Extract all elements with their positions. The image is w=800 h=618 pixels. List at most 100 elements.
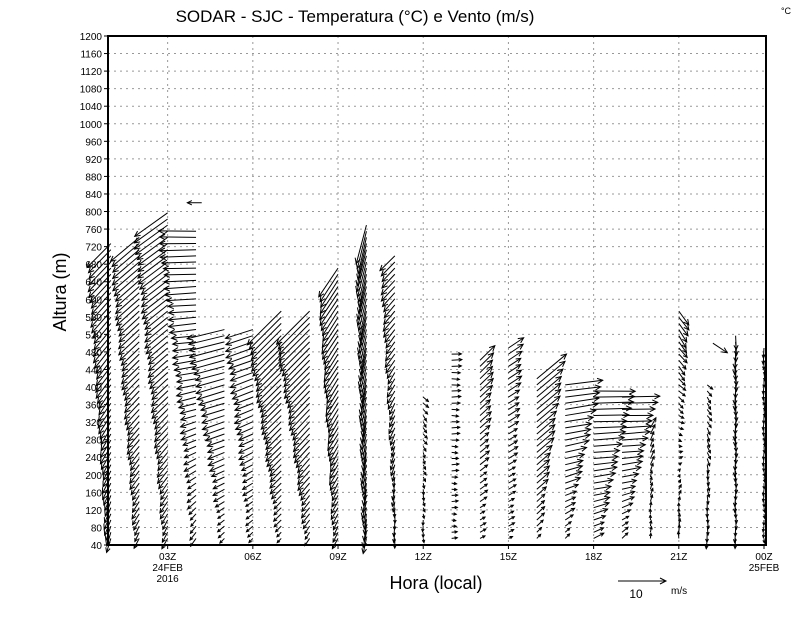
wind-vector	[355, 231, 367, 270]
wind-vector	[355, 261, 367, 299]
wind-vector	[332, 519, 339, 531]
wind-vector-shaft	[536, 500, 545, 509]
wind-vector-head	[87, 279, 95, 286]
wind-vector	[422, 433, 429, 439]
wind-vector	[122, 378, 140, 396]
x-tick-label: 21Z	[670, 552, 687, 563]
wind-vector-head	[733, 357, 739, 363]
wind-vector-shaft	[565, 416, 594, 423]
wind-vector-shaft	[383, 323, 396, 338]
wind-vector	[327, 415, 339, 433]
wind-vector-shaft	[118, 335, 140, 356]
wind-vector-shaft	[508, 440, 518, 447]
wind-vector-head	[543, 471, 551, 478]
wind-vector	[593, 388, 637, 395]
wind-vector-shaft	[192, 359, 225, 370]
wind-vector-head	[361, 459, 368, 467]
wind-vector-head	[487, 371, 494, 379]
wind-vector-head	[708, 393, 713, 398]
wind-vector-shaft	[387, 396, 396, 410]
wind-vector-shaft	[508, 522, 515, 527]
wind-vector-head	[146, 353, 154, 360]
wind-vector	[288, 396, 310, 420]
wind-vector	[508, 516, 516, 521]
wind-vector	[111, 249, 140, 273]
wind-vector-head	[706, 494, 711, 499]
wind-vector-shaft	[273, 513, 282, 522]
wind-vector-shaft	[593, 508, 608, 515]
wind-vector-shaft	[536, 376, 562, 398]
wind-vector-head	[161, 519, 166, 526]
wind-vector	[359, 427, 367, 451]
y-tick-label: 80	[91, 523, 103, 534]
wind-vector-shaft	[225, 335, 253, 346]
wind-vector-head	[133, 243, 141, 250]
wind-vector-head	[424, 411, 429, 415]
wind-vector	[678, 462, 683, 466]
wind-vector-shaft	[141, 280, 168, 301]
wind-vector-shaft	[593, 472, 616, 478]
wind-vector-head	[233, 399, 241, 406]
wind-vector	[649, 449, 655, 459]
wind-vector-head	[761, 498, 766, 503]
wind-vector-head	[325, 415, 332, 423]
wind-vector	[677, 495, 681, 502]
wind-vector-head	[193, 370, 201, 377]
wind-vector-shaft	[565, 440, 589, 447]
wind-vector-head	[277, 343, 285, 350]
wind-vector-head	[457, 394, 462, 399]
wind-vector-shaft	[621, 532, 629, 539]
wind-vector-shaft	[678, 366, 686, 376]
y-tick-label: 1120	[80, 67, 102, 78]
wind-vector-head	[639, 442, 647, 449]
wind-vector	[224, 347, 254, 359]
wind-vector	[422, 464, 427, 471]
wind-vector	[131, 513, 140, 526]
wind-vector-head	[683, 324, 690, 331]
wind-vector-shaft	[124, 409, 140, 426]
wind-vector-head	[165, 297, 173, 304]
wind-vector-shaft	[593, 456, 618, 460]
wind-vector-shaft	[230, 384, 254, 395]
wind-vector-head	[163, 278, 170, 285]
wind-vector-head	[510, 510, 515, 514]
wind-vector-head	[385, 342, 391, 349]
wind-vector-head	[144, 323, 152, 331]
wind-vector-head	[136, 272, 144, 279]
wind-vector-shaft	[508, 414, 520, 423]
wind-vector-shaft	[321, 329, 339, 354]
wind-vector	[260, 396, 282, 419]
wind-vector-head	[604, 490, 612, 497]
wind-vector-head	[515, 357, 522, 364]
wind-vector-head	[574, 476, 582, 483]
wind-vector	[296, 470, 311, 486]
wind-vector	[762, 483, 766, 491]
wind-vector-shaft	[326, 384, 339, 404]
wind-vector	[163, 278, 197, 285]
wind-vector	[380, 286, 396, 302]
wind-vector	[257, 384, 282, 409]
wind-vector-shaft	[593, 491, 611, 496]
wind-vector-shaft	[283, 366, 310, 393]
wind-vector	[100, 433, 112, 452]
wind-vector-shaft	[565, 453, 585, 460]
wind-vector-shaft	[593, 527, 604, 533]
wind-vector-head	[678, 489, 682, 494]
wind-vector-head	[150, 406, 158, 414]
wind-vector	[762, 464, 766, 473]
wind-vector	[188, 341, 225, 353]
wind-vector	[264, 427, 282, 445]
wind-vector	[508, 357, 522, 367]
wind-vector-head	[422, 478, 427, 483]
wind-vector-head	[421, 528, 425, 533]
wind-vector-shaft	[621, 502, 633, 509]
wind-vector-shaft	[258, 384, 282, 408]
wind-vector-shaft	[536, 410, 557, 429]
wind-vector-head	[129, 459, 135, 466]
wind-vector-head	[512, 466, 517, 470]
wind-vector-head	[599, 532, 605, 537]
wind-vector-head	[761, 534, 766, 539]
wind-vector-head	[555, 375, 563, 383]
wind-vector	[451, 499, 460, 503]
wind-vector-head	[706, 476, 710, 481]
